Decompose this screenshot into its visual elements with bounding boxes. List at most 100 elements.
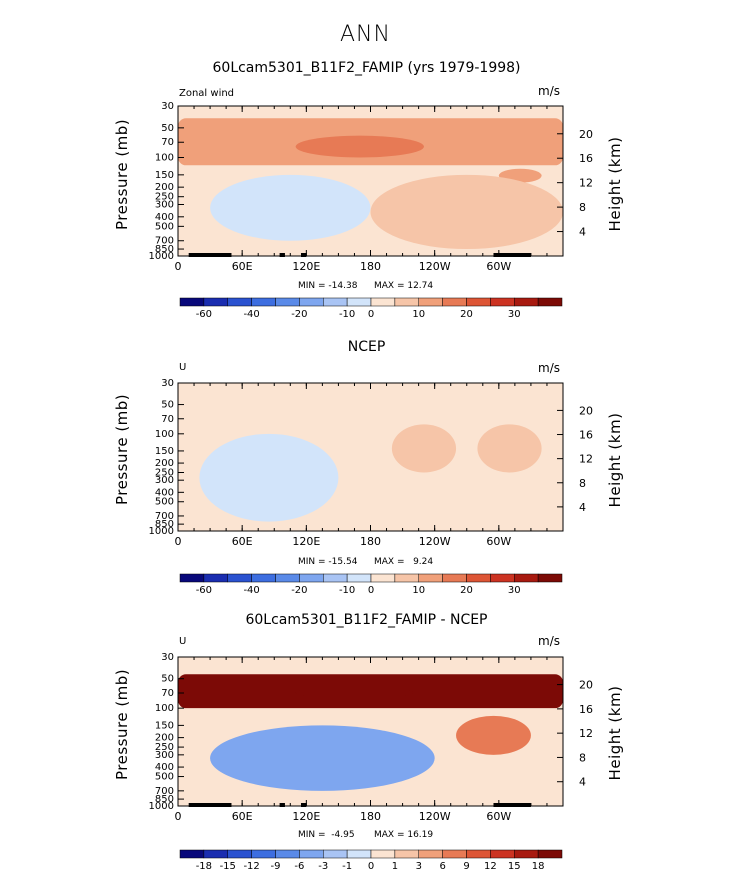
height-tick-label: 8 <box>579 201 586 214</box>
colorbar-tick-label: 1 <box>392 861 398 872</box>
colorbar-tick-label: -60 <box>196 585 212 596</box>
panel3-title: 60Lcam5301_B11F2_FAMIP - NCEP <box>245 612 488 628</box>
colorbar-tick-label: -40 <box>243 585 259 596</box>
region-westerly_lower <box>370 174 563 250</box>
colorbar-cell <box>299 573 324 583</box>
lon-tick-label: 120W <box>419 810 451 823</box>
lon-tick-label: 180 <box>360 260 381 273</box>
colorbar-tick-label: -6 <box>294 861 304 872</box>
pressure-tick-label: 250 <box>155 192 174 203</box>
region-negative_mid <box>210 725 435 791</box>
colorbar-cell <box>179 573 205 583</box>
panel2-plot: 3050701001502002503004005007008501000201… <box>149 378 593 596</box>
colorbar-tick-label: 0 <box>368 861 374 872</box>
colorbar-cell <box>203 573 228 583</box>
lon-tick-label: 60W <box>486 260 511 273</box>
height-tick-label: 8 <box>579 477 586 490</box>
pressure-tick-label: 70 <box>161 688 174 699</box>
colorbar-cell <box>442 573 467 583</box>
colorbar-tick-label: -9 <box>271 861 281 872</box>
panel1-plot: 3050701001502002503004005007008501000201… <box>149 101 593 320</box>
pressure-tick-label: 70 <box>161 414 174 425</box>
colorbar-cell <box>394 849 419 859</box>
pressure-tick-label: 700 <box>155 236 174 247</box>
colorbar-cell <box>514 573 539 583</box>
pressure-tick-label: 150 <box>155 170 174 181</box>
colorbar-tick-label: 6 <box>439 861 445 872</box>
pressure-tick-label: 50 <box>161 123 174 134</box>
lon-tick-label: 60E <box>232 260 253 273</box>
colorbar-cell <box>394 573 419 583</box>
region-jet_core <box>295 686 414 699</box>
colorbar-tick-label: -60 <box>196 309 212 320</box>
colorbar-cell <box>227 573 252 583</box>
colorbar-tick-label: 20 <box>460 309 473 320</box>
lon-tick-label: 0 <box>175 810 182 823</box>
pressure-tick-label: 150 <box>155 720 174 731</box>
height-tick-label: 20 <box>579 679 593 692</box>
pressure-tick-label: 100 <box>155 703 174 714</box>
lon-tick-label: 0 <box>175 260 182 273</box>
colorbar-cell <box>466 849 491 859</box>
pressure-tick-label: 400 <box>155 762 174 773</box>
topography-block <box>493 803 531 807</box>
panel3-y-left-label: Pressure (mb) <box>113 668 131 780</box>
height-tick-label: 12 <box>579 453 593 466</box>
pressure-tick-label: 300 <box>155 475 174 486</box>
pressure-tick-label: 850 <box>155 794 174 805</box>
panel2-min: MIN = -15.54 <box>298 557 358 567</box>
colorbar-tick-label: -20 <box>291 309 307 320</box>
colorbar-tick-label: -12 <box>243 861 259 872</box>
height-tick-label: 20 <box>579 404 593 417</box>
height-tick-label: 16 <box>579 152 593 165</box>
pressure-tick-label: 850 <box>155 519 174 530</box>
height-tick-label: 20 <box>579 128 593 141</box>
height-tick-label: 16 <box>579 703 593 716</box>
lon-tick-label: 60W <box>486 535 511 548</box>
colorbar-cell <box>251 573 276 583</box>
colorbar-cell <box>490 849 515 859</box>
colorbar-tick-label: -15 <box>220 861 236 872</box>
lon-tick-label: 180 <box>360 535 381 548</box>
colorbar-tick-label: 0 <box>368 585 374 596</box>
colorbar-tick-label: -20 <box>291 585 307 596</box>
lon-tick-label: 60E <box>232 535 253 548</box>
height-tick-label: 4 <box>579 501 586 514</box>
topography-block <box>300 803 307 807</box>
pressure-tick-label: 70 <box>161 137 174 148</box>
pressure-tick-label: 200 <box>155 733 174 744</box>
colorbar-cell <box>490 573 515 583</box>
topography-block <box>279 803 285 807</box>
height-tick-label: 4 <box>579 226 586 239</box>
panel2-field <box>178 383 563 531</box>
height-tick-label: 4 <box>579 776 586 789</box>
panel2-corner-label: U <box>179 362 187 373</box>
panel1-units: m/s <box>538 84 560 98</box>
panel1-field <box>178 106 563 256</box>
height-tick-label: 8 <box>579 751 586 764</box>
colorbar-cell <box>418 573 443 583</box>
lon-tick-label: 120E <box>292 810 320 823</box>
pressure-tick-label: 300 <box>155 750 174 761</box>
pressure-tick-label: 400 <box>155 212 174 223</box>
panel3-units: m/s <box>538 634 560 648</box>
colorbar-cell <box>346 849 372 859</box>
colorbar-cell <box>251 849 276 859</box>
region-westerly_east <box>391 424 457 473</box>
colorbar-tick-label: -40 <box>243 309 259 320</box>
pressure-tick-label: 30 <box>161 101 174 112</box>
panel1-title: 60Lcam5301_B11F2_FAMIP (yrs 1979-1998) <box>212 60 521 76</box>
pressure-tick-label: 1000 <box>149 801 174 812</box>
region-jet_core <box>295 135 424 158</box>
colorbar-tick-label: 9 <box>463 861 469 872</box>
topography-block <box>300 253 307 257</box>
pressure-tick-label: 150 <box>155 446 174 457</box>
colorbar-cell <box>227 849 252 859</box>
colorbar-cell <box>537 297 563 307</box>
pressure-tick-label: 250 <box>155 467 174 478</box>
region-easterly <box>199 433 339 522</box>
pressure-tick-label: 1000 <box>149 526 174 537</box>
colorbar-cell <box>442 849 467 859</box>
region-westerly_west <box>477 424 542 473</box>
pressure-tick-label: 300 <box>155 199 174 210</box>
